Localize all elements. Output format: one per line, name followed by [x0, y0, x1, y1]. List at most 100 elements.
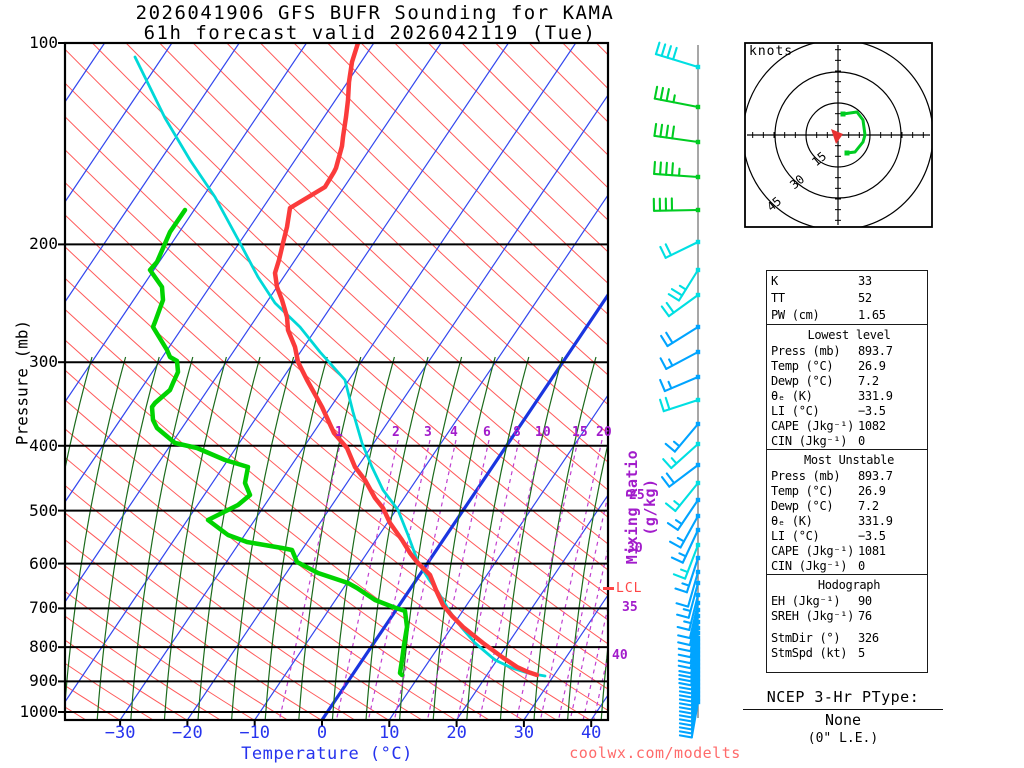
index-label: Press (mb): [771, 344, 841, 358]
indices-section-title: Hodograph: [817, 578, 881, 592]
indices-section: Most Unstable Press (mb) 893.7 Temp (°C) 26.…: [767, 449, 927, 574]
index-value: 26.9: [858, 359, 886, 373]
storm-motion-marker: [831, 129, 843, 144]
temperature-tick-label: 30: [513, 723, 535, 743]
wind-barb: [653, 85, 701, 110]
index-value: 0: [858, 559, 865, 573]
index-value: 331.9: [858, 389, 893, 403]
index-row: CIN (Jkg⁻¹) 0: [771, 434, 927, 449]
index-row: StmDir (°) 326: [771, 631, 927, 646]
wind-barb: [659, 239, 701, 259]
temperature-tick-label: −10: [239, 723, 271, 743]
mixing-ratio-label: 4: [450, 425, 458, 440]
indices-section-title: Most Unstable: [803, 453, 895, 467]
wind-barb: [669, 513, 701, 549]
index-value: 26.9: [858, 484, 886, 498]
wind-barb: [652, 197, 701, 213]
dewpoint-curve: [147, 207, 410, 678]
pressure-tick-label: 800: [29, 637, 58, 657]
index-row: StmSpd (kt) 5: [771, 646, 927, 661]
mixing-ratio-label: 10: [535, 425, 551, 440]
wind-barb: [662, 441, 701, 470]
index-value: 1082: [858, 419, 886, 433]
page-subtitle: 61h forecast valid 2026042119 (Tue): [143, 22, 597, 44]
wind-barb: [674, 555, 701, 594]
index-label: Dewp (°C): [771, 499, 834, 513]
index-label: K: [771, 274, 778, 288]
index-label: PW (cm): [771, 308, 820, 322]
pressure-gridlines: [58, 42, 608, 727]
indices-panel: K 33 TT 52 PW (cm) 1.65 Lowest level Press (mb)…: [766, 270, 928, 673]
index-label: CAPE (Jkg⁻¹): [771, 419, 855, 433]
plot-area: [65, 43, 608, 720]
hodograph-trace-end: [840, 111, 846, 117]
index-row: K 33: [771, 273, 927, 290]
index-value: 52: [858, 291, 872, 305]
index-row: θₑ (K) 331.9: [771, 514, 927, 529]
index-value: 90: [858, 594, 872, 608]
wind-barb: [660, 292, 701, 318]
index-label: CIN (Jkg⁻¹): [771, 559, 848, 573]
wind-barb: [664, 421, 701, 453]
temperature-tick-label: −20: [172, 723, 203, 743]
index-row: CIN (Jkg⁻¹) 0: [771, 559, 927, 574]
index-label: θₑ (K): [771, 389, 813, 403]
wind-barb: [660, 462, 701, 488]
mixing-ratio-label: 2: [392, 425, 400, 440]
mixing-ratio-label: 1: [335, 425, 343, 440]
index-row: Press (mb) 893.7: [771, 344, 927, 359]
isotherms: [65, 43, 608, 720]
index-label: Temp (°C): [771, 484, 834, 498]
wetbulb-curve: [133, 55, 547, 678]
mixing-ratio-label: 3: [424, 425, 432, 440]
wind-barb: [654, 41, 701, 70]
ptype-detail: (0" L.E.): [807, 731, 879, 746]
temperature-tick-label: 20: [446, 723, 467, 743]
index-value: 893.7: [858, 344, 893, 358]
index-row: LI (°C) −3.5: [771, 404, 927, 419]
index-row: Dewp (°C) 7.2: [771, 499, 927, 514]
index-label: θₑ (K): [771, 514, 813, 528]
wind-barb: [659, 349, 701, 370]
pressure-tick-label: 600: [29, 553, 58, 573]
wind-barb: [664, 480, 701, 513]
index-row: Temp (°C) 26.9: [771, 359, 927, 374]
temperature-tick-label: 10: [379, 723, 400, 743]
lcl-label: LCL: [616, 581, 643, 596]
index-value: 1081: [858, 544, 886, 558]
index-row: θₑ (K) 331.9: [771, 389, 927, 404]
index-value: 33: [858, 274, 872, 288]
temperature-tick-label: −30: [104, 723, 136, 743]
wind-barb: [672, 542, 701, 580]
index-value: 76: [858, 609, 872, 623]
wind-barb: [660, 324, 701, 348]
index-row: TT 52: [771, 290, 927, 307]
hodograph: [744, 42, 933, 228]
plot-border: [63, 41, 610, 722]
index-row: SREH (Jkg⁻¹) 76: [771, 609, 927, 624]
watermark: coolwx.com/modelts: [569, 744, 741, 762]
mixing-ratio-label: 40: [612, 648, 628, 663]
mixing-ratio-label: 15: [572, 425, 588, 440]
index-row: CAPE (Jkg⁻¹) 1082: [771, 419, 927, 434]
indices-section: Hodograph EH (Jkg⁻¹) 90 SREH (Jkg⁻¹) 76 StmDi…: [767, 574, 927, 661]
indices-section: Lowest level Press (mb) 893.7 Temp (°C) 26.9…: [767, 324, 927, 449]
index-row: Temp (°C) 26.9: [771, 484, 927, 499]
index-row: EH (Jkg⁻¹) 90: [771, 594, 927, 609]
hodograph-trace-end: [844, 150, 850, 156]
index-row: PW (cm) 1.65: [771, 307, 927, 324]
wind-barb: [653, 160, 701, 180]
indices-section: K 33 TT 52 PW (cm) 1.65: [767, 271, 927, 324]
temperature-axis-label: Temperature (°C): [241, 744, 413, 764]
mixing-ratio-label: 6: [483, 425, 491, 440]
index-value: −3.5: [858, 404, 886, 418]
wind-barb: [667, 267, 701, 302]
ptype-title: NCEP 3-Hr PType:: [743, 688, 943, 710]
pressure-tick-label: 900: [29, 671, 58, 691]
mixing-ratio-label: 35: [622, 600, 638, 615]
index-value: 893.7: [858, 469, 893, 483]
pressure-tick-label: 400: [29, 435, 58, 455]
wind-barbs: [652, 41, 701, 739]
index-value: 1.65: [858, 308, 886, 322]
